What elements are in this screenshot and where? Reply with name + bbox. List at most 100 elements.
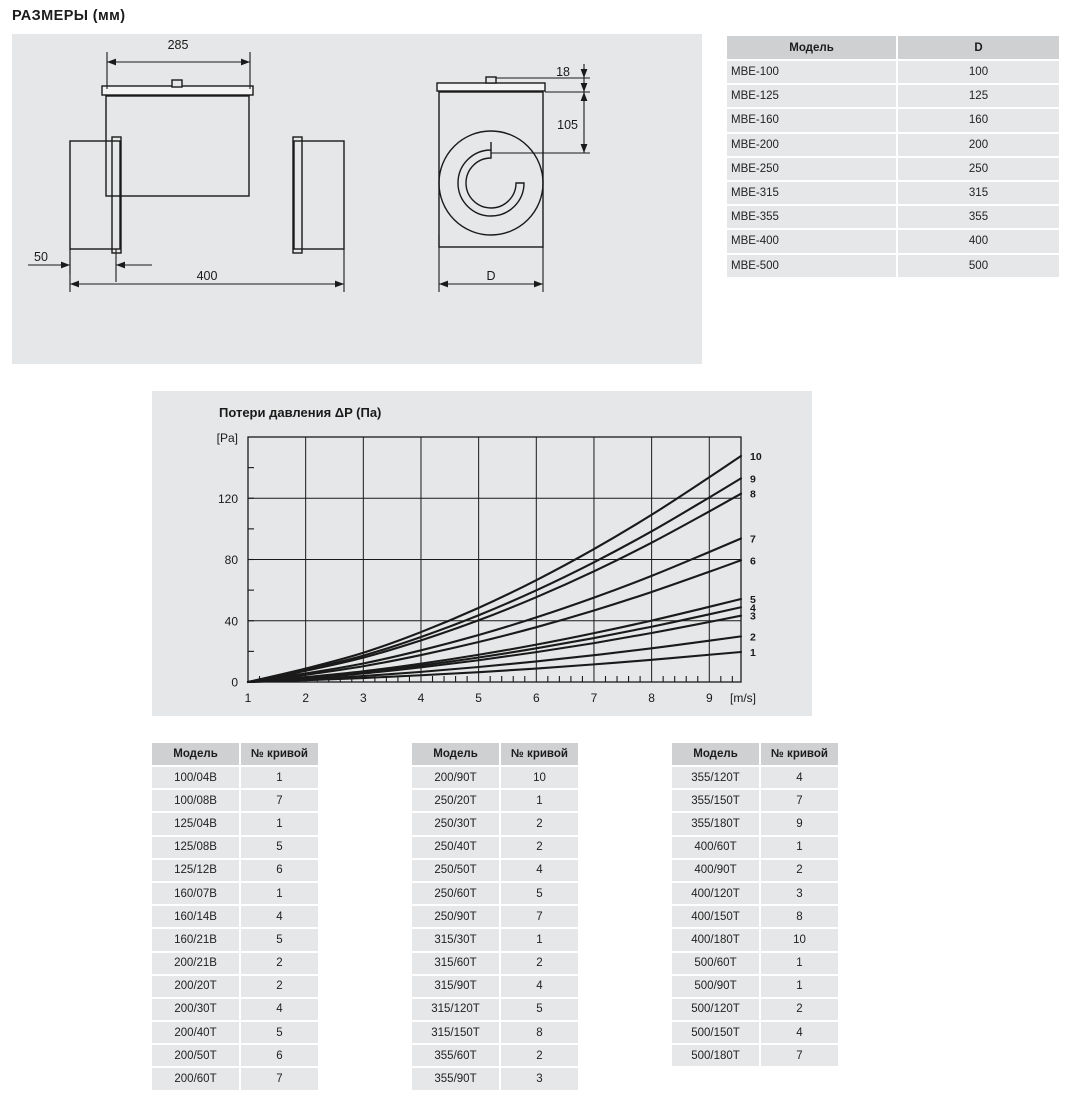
table-row: 400/180T 10 xyxy=(672,928,838,953)
cell-model: 200/20T xyxy=(152,974,241,999)
cell-model: MBE-250 xyxy=(727,156,898,182)
table-row: 355/180T 9 xyxy=(672,812,838,837)
dim-105 xyxy=(491,92,590,154)
cell-value: 1 xyxy=(760,835,838,860)
cell-value: 7 xyxy=(240,789,318,814)
cell-value: 1 xyxy=(500,928,578,953)
cell-model: 500/60T xyxy=(672,951,761,976)
table-row: 200/21B 2 xyxy=(152,951,318,976)
cell-value: 2 xyxy=(760,997,838,1023)
cell-value: 1 xyxy=(240,812,318,837)
dim-label-400: 400 xyxy=(197,269,218,283)
table-row: MBE-100 100 xyxy=(727,60,1059,86)
cell-model: 500/180T xyxy=(672,1044,761,1069)
col-header-model: Модель xyxy=(672,743,761,767)
cell-model: 125/04B xyxy=(152,812,241,837)
page-title: РАЗМЕРЫ (мм) xyxy=(12,8,126,24)
table-row: 160/14B 4 xyxy=(152,905,318,930)
x-axis-unit-label: [m/s] xyxy=(730,691,756,705)
x-tick-label: 6 xyxy=(533,691,540,705)
dim-label-105: 105 xyxy=(557,118,578,132)
table-row: 200/40T 5 xyxy=(152,1021,318,1046)
x-tick-label: 8 xyxy=(648,691,655,705)
cell-value: 1 xyxy=(240,881,318,907)
table-row: 250/50T 4 xyxy=(412,858,578,883)
cell-value: 2 xyxy=(240,974,318,999)
curve-label-4: 4 xyxy=(750,602,756,614)
table-row: 355/150T 7 xyxy=(672,789,838,814)
cell-value: 1 xyxy=(760,951,838,976)
dim-label-285: 285 xyxy=(168,38,189,52)
curve-label-7: 7 xyxy=(750,534,756,546)
cell-model: 315/150T xyxy=(412,1021,501,1046)
table-row: 160/07B 1 xyxy=(152,881,318,907)
curve-number-table-2-body: 200/90T 10 250/20T 1 250/30T 2 250/40T 2 250/50T… xyxy=(412,766,578,1092)
cell-model: MBE-125 xyxy=(727,84,898,110)
cell-value: 8 xyxy=(500,1021,578,1046)
cell-model: 400/90T xyxy=(672,858,761,883)
curve-label-3: 3 xyxy=(750,611,756,623)
curve-1 xyxy=(246,650,743,684)
cell-model: 315/30T xyxy=(412,928,501,953)
cell-value: 125 xyxy=(897,84,1059,110)
table-row: MBE-200 200 xyxy=(727,132,1059,158)
table-row: 100/04B 1 xyxy=(152,766,318,791)
y-axis-unit-label: [Pa] xyxy=(217,431,238,445)
cell-model: 355/120T xyxy=(672,766,761,791)
cell-value: 10 xyxy=(760,928,838,953)
table-row: MBE-355 355 xyxy=(727,205,1059,231)
cell-model: 355/150T xyxy=(672,789,761,814)
cell-value: 6 xyxy=(240,858,318,883)
left-duct xyxy=(69,140,121,250)
table-header-row: Модель № кривой xyxy=(152,743,318,767)
cell-value: 1 xyxy=(760,974,838,999)
dim-label-18: 18 xyxy=(556,65,570,79)
cell-model: 100/08B xyxy=(152,789,241,814)
cell-value: 4 xyxy=(500,858,578,883)
table-row: 200/60T 7 xyxy=(152,1067,318,1092)
curve-label-9: 9 xyxy=(750,473,756,485)
curve-label-2: 2 xyxy=(750,631,756,643)
cell-value: 4 xyxy=(500,974,578,999)
cell-model: 125/12B xyxy=(152,858,241,883)
curve-label-6: 6 xyxy=(750,555,756,567)
cell-value: 2 xyxy=(760,858,838,883)
chart-gridlines xyxy=(247,436,742,683)
curve-number-table-3: Модель № кривой 355/120T 4 355/150T 7 355/18… xyxy=(672,743,838,1069)
curve-number-table-1-body: 100/04B 1 100/08B 7 125/04B 1 125/08B 5 125/12B 6… xyxy=(152,766,318,1092)
col-header-curve-no: № кривой xyxy=(500,743,578,767)
y-tick-label: 40 xyxy=(225,614,239,628)
table-header-row: Модель № кривой xyxy=(412,743,578,767)
cell-model: MBE-315 xyxy=(727,180,898,207)
table-row: 400/120T 3 xyxy=(672,881,838,907)
table-row: 200/20T 2 xyxy=(152,974,318,999)
cell-model: MBE-200 xyxy=(727,132,898,158)
cell-model: 400/120T xyxy=(672,881,761,907)
table-row: 250/60T 5 xyxy=(412,881,578,907)
dimension-drawing: 285 50 400 xyxy=(28,38,590,292)
table-row: 250/30T 2 xyxy=(412,812,578,837)
chart-title: Потери давления ΔP (Па) xyxy=(219,405,382,420)
side-lid xyxy=(101,79,254,96)
curve-label-1: 1 xyxy=(750,647,756,659)
table-row: 500/180T 7 xyxy=(672,1044,838,1069)
cell-value: 8 xyxy=(760,905,838,930)
cell-value: 7 xyxy=(760,1044,838,1069)
y-tick-label: 80 xyxy=(225,553,239,567)
table-row: MBE-125 125 xyxy=(727,84,1059,110)
cell-model: 100/04B xyxy=(152,766,241,791)
cell-model: 355/180T xyxy=(672,812,761,837)
cell-model: 500/150T xyxy=(672,1021,761,1046)
cell-model: 355/90T xyxy=(412,1067,501,1092)
cell-model: 315/120T xyxy=(412,997,501,1023)
cell-model: 200/50T xyxy=(152,1044,241,1069)
table-row: 315/150T 8 xyxy=(412,1021,578,1046)
table-row: 200/50T 6 xyxy=(152,1044,318,1069)
table-row: 160/21B 5 xyxy=(152,928,318,953)
cell-value: 4 xyxy=(760,1021,838,1046)
table-row: 250/40T 2 xyxy=(412,835,578,860)
cell-value: 7 xyxy=(240,1067,318,1092)
curve-number-table-1: Модель № кривой 100/04B 1 100/08B 7 125/04B 1… xyxy=(152,743,318,1092)
